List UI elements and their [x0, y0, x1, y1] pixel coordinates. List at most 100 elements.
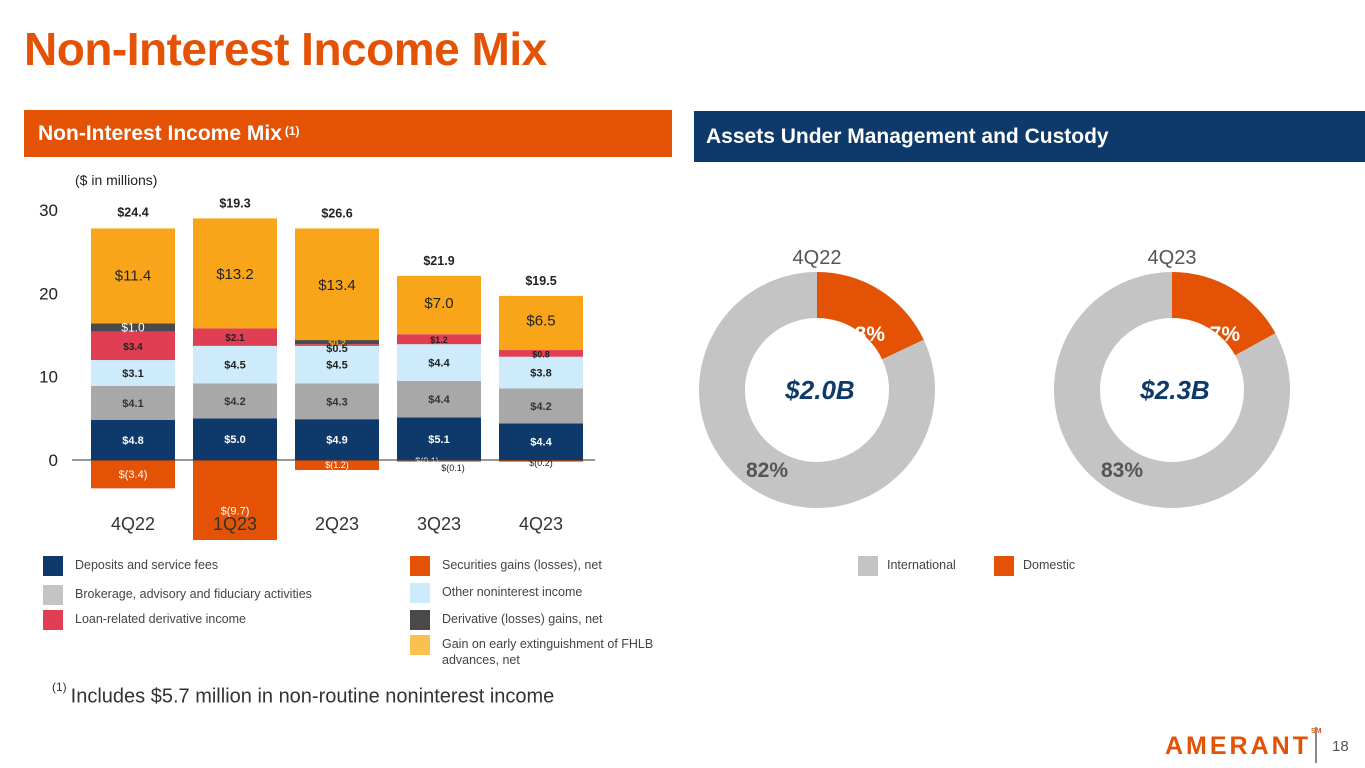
donut-4q22: 4Q22 18% 82% $2.0B: [699, 247, 935, 508]
bar-value-label: $6.5: [526, 313, 555, 330]
stacked-bar-chart: ($ in millions) 0 10 20 30 $4.8 $4.1 $3.1 $3.4 $1…: [39, 160, 595, 540]
bar-value-label: $4.3: [326, 396, 347, 408]
bar-value-label: $13.2: [216, 266, 254, 283]
bar-segment: [295, 460, 379, 470]
legend-item: Brokerage, advisory and fiduciary activi…: [43, 585, 312, 605]
bar-segment: [91, 420, 175, 460]
y-tick-label: 30: [39, 201, 58, 220]
bar-total-label: $21.9: [423, 254, 454, 268]
legend-label: Domestic: [1023, 558, 1076, 572]
bar-segment: [499, 388, 583, 424]
bar-segment: [193, 460, 277, 540]
legend-label: Securities gains (losses), net: [442, 558, 602, 572]
left-section-banner: Non-Interest Income Mix (1): [24, 110, 672, 157]
bar-segment: [91, 460, 175, 489]
right-banner-text: Assets Under Management and Custody: [706, 124, 1109, 148]
bar-value-label: $4.4: [428, 394, 450, 406]
bar-value-label: $0.2: [328, 338, 346, 348]
x-tick-label: 3Q23: [417, 514, 461, 534]
legend-swatch: [858, 556, 878, 576]
legend-label: Brokerage, advisory and fiduciary activi…: [75, 587, 312, 601]
donut-slice: [817, 272, 924, 360]
bar-segment: [499, 350, 583, 357]
right-section-banner: Assets Under Management and Custody: [694, 111, 1365, 162]
bar-segment: [91, 331, 175, 361]
bar-value-label: $(0.2): [529, 458, 553, 468]
bar-value-label: $4.5: [326, 360, 347, 372]
legend-swatch: [410, 583, 430, 603]
y-tick-label: 0: [49, 451, 58, 470]
unit-label: ($ in millions): [75, 172, 157, 188]
legend-swatch: [43, 610, 63, 630]
bar-value-label: $(1.2): [325, 460, 349, 470]
x-tick-label: 4Q23: [519, 514, 563, 534]
page-number: 18: [1332, 738, 1349, 755]
slice-label: 83%: [1101, 459, 1143, 482]
bar-value-label: $4.5: [224, 360, 245, 372]
legend-item: Deposits and service fees: [43, 556, 218, 576]
legend-swatch: [410, 556, 430, 576]
legend-item: Securities gains (losses), net: [410, 556, 602, 576]
legend-item: International: [858, 556, 956, 576]
bar-segment: [397, 275, 481, 335]
footer-divider: [1315, 727, 1317, 763]
y-tick-label: 20: [39, 284, 58, 303]
legend-item: Derivative (losses) gains, net: [410, 610, 602, 630]
bar-segment: [397, 460, 481, 462]
bar-total-label: $24.4: [117, 205, 148, 219]
bar-segment: [499, 295, 583, 351]
bar-value-label: $11.4: [115, 268, 151, 285]
bar-segment: [295, 228, 379, 341]
x-tick-label: 1Q23: [213, 514, 257, 534]
bar-value-label: $4.9: [326, 435, 347, 447]
left-banner-text: Non-Interest Income Mix: [38, 121, 282, 145]
bar-segment: [499, 356, 583, 389]
legend-label: Other noninterest income: [442, 585, 583, 599]
donut-slice: [699, 272, 935, 508]
legend-label: International: [887, 558, 956, 572]
bar-segment: [193, 418, 277, 460]
bar-segment: [193, 383, 277, 419]
page-title: Non-Interest Income Mix: [24, 23, 547, 75]
bar-segment: [499, 423, 583, 460]
donut-charts: 4Q22 18% 82% $2.0B 4Q23 17% 83% $2.3B: [699, 247, 1290, 509]
bar-value-label: $(0.1): [415, 456, 439, 466]
footnote: (1) Includes $5.7 million in non-routine …: [52, 680, 554, 709]
bar-value-label: $4.1: [122, 398, 143, 410]
amerant-logo: AMERANTSM: [1165, 728, 1322, 761]
bar-segment: [193, 345, 277, 384]
bar-value-label: $5.0: [224, 434, 245, 446]
bar-segment: [91, 360, 175, 386]
slice-label: 82%: [746, 459, 788, 482]
legend-swatch: [410, 610, 430, 630]
bar-total-label: $19.5: [525, 274, 556, 288]
donut-4q23: 4Q23 17% 83% $2.3B: [1054, 247, 1290, 509]
bar-value-label: $0.5: [326, 343, 347, 355]
donut-slice: [1172, 272, 1276, 356]
y-tick-label: 10: [39, 368, 58, 387]
bar-segment: [295, 419, 379, 460]
bar-value-label: $0.8: [532, 349, 550, 359]
bar-value-label: $(3.4): [119, 469, 148, 481]
bar-segment: [193, 218, 277, 329]
bar-value-label: $(0.1): [441, 463, 465, 473]
bar-value-label: $4.4: [428, 358, 450, 370]
legend-item: Domestic: [994, 556, 1075, 576]
bar-segment: [193, 328, 277, 346]
donut-center-label: $2.0B: [784, 375, 854, 405]
legend-item: Other noninterest income: [410, 583, 582, 603]
slice-label: 18%: [843, 323, 885, 346]
slice-label: 17%: [1198, 323, 1240, 346]
bar-segment: [295, 383, 379, 420]
bar-value-label: $(9.7): [221, 505, 250, 517]
bar-segment: [295, 345, 379, 384]
bar-value-label: $4.8: [122, 435, 143, 447]
donut-title: 4Q23: [1148, 247, 1197, 269]
left-banner-footnote-marker: (1): [284, 123, 300, 138]
bar-value-label: $4.2: [530, 401, 551, 413]
legend-item: Gain on early extinguishment of FHLB adv…: [410, 635, 672, 668]
bar-segment: [91, 323, 175, 332]
legend-item: Loan-related derivative income: [43, 610, 246, 630]
donut-title: 4Q22: [793, 247, 842, 269]
bar-segment: [397, 417, 481, 460]
